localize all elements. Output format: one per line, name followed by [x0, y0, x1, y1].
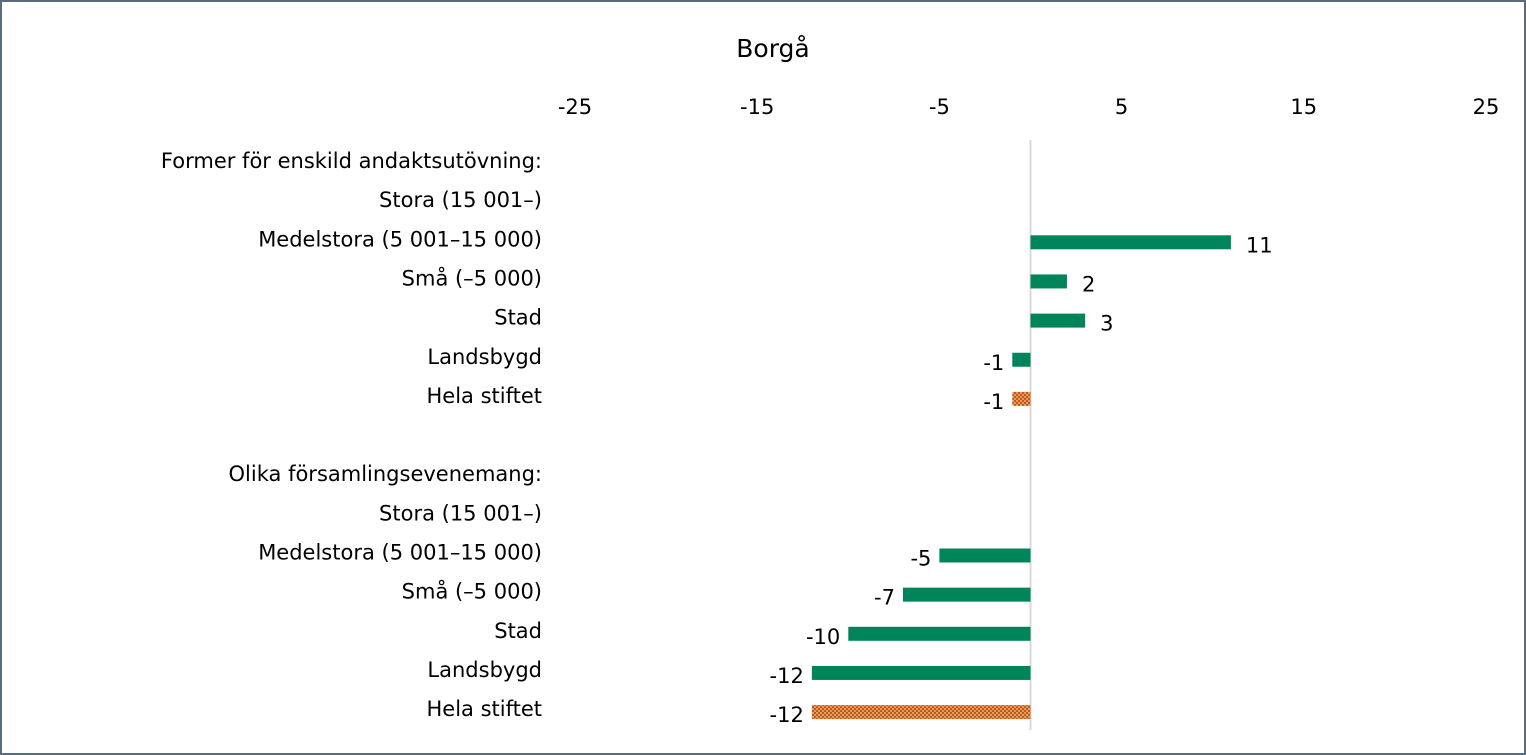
- y-tick-label: Stad: [494, 306, 542, 330]
- value-label: -1: [983, 390, 1004, 414]
- x-tick-label: 15: [1290, 95, 1317, 119]
- bar: [1030, 313, 1086, 328]
- value-label: 3: [1100, 312, 1113, 336]
- x-tick-label: 5: [1115, 95, 1128, 119]
- y-tick-label: Former för enskild andaktsutövning:: [161, 149, 542, 173]
- value-label: -12: [770, 664, 804, 688]
- y-tick-label: Landsbygd: [427, 658, 542, 682]
- bar: [939, 548, 1031, 563]
- bar: [811, 665, 1031, 680]
- chart-title: Borgå: [736, 34, 809, 63]
- y-tick-label: Stora (15 001–): [379, 501, 542, 525]
- value-label: -12: [770, 703, 804, 727]
- value-label: 2: [1082, 272, 1095, 296]
- y-tick-label: Landsbygd: [427, 345, 542, 369]
- x-tick-label: -5: [929, 95, 950, 119]
- value-label: -5: [910, 547, 931, 571]
- value-label: -1: [983, 351, 1004, 375]
- y-tick-label: Hela stiftet: [426, 697, 542, 721]
- bar: [811, 705, 1031, 720]
- x-tick-label: 25: [1473, 95, 1500, 119]
- y-tick-label: Små (–5 000): [402, 265, 542, 290]
- bar: [1012, 391, 1031, 406]
- bar: [1030, 274, 1067, 289]
- y-tick-label: Medelstora (5 001–15 000): [258, 541, 542, 565]
- bar: [848, 626, 1031, 641]
- value-label: 11: [1246, 233, 1273, 257]
- y-tick-label: Stora (15 001–): [379, 188, 542, 212]
- y-tick-label: Olika församlingsevenemang:: [229, 462, 542, 486]
- x-tick-label: -15: [740, 95, 774, 119]
- bar: [902, 587, 1031, 602]
- value-label: -7: [874, 586, 895, 610]
- y-tick-label: Stad: [494, 619, 542, 643]
- x-tick-label: -25: [558, 95, 592, 119]
- y-tick-label: Hela stiftet: [426, 384, 542, 408]
- value-label: -10: [806, 625, 840, 649]
- y-tick-label: Små (–5 000): [402, 579, 542, 604]
- y-tick-label: Medelstora (5 001–15 000): [258, 227, 542, 251]
- bar: [1030, 235, 1231, 250]
- bar: [1012, 352, 1031, 367]
